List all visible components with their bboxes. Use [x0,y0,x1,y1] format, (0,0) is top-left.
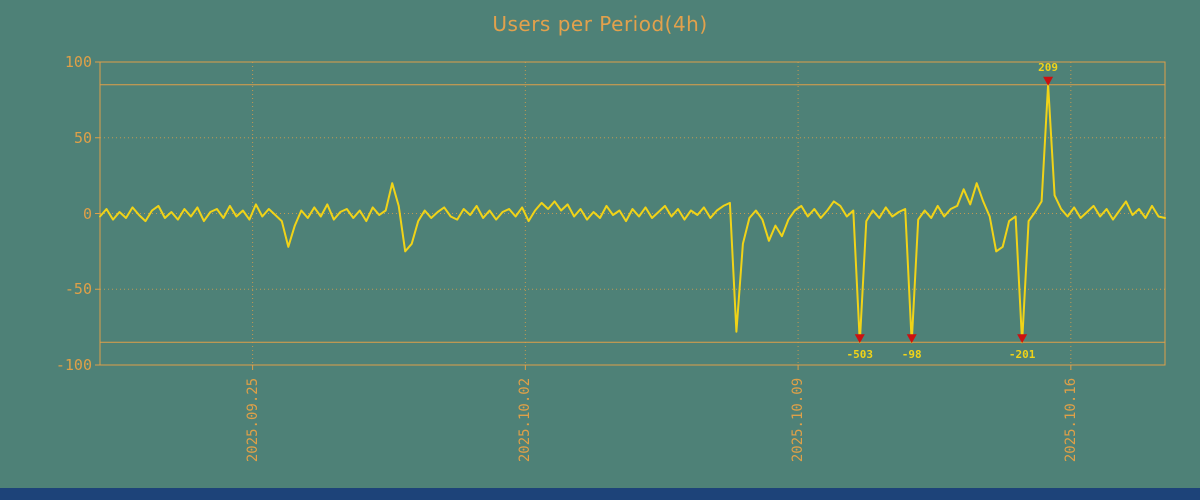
clip-marker-icon [854,334,865,344]
footer-bar [0,488,1200,500]
clip-marker-icon [906,334,917,344]
clip-marker-icon [1043,76,1054,86]
series-line [99,83,1166,344]
clip-marker-icon [1017,334,1028,344]
chart-title: Users per Period(4h) [492,12,708,36]
